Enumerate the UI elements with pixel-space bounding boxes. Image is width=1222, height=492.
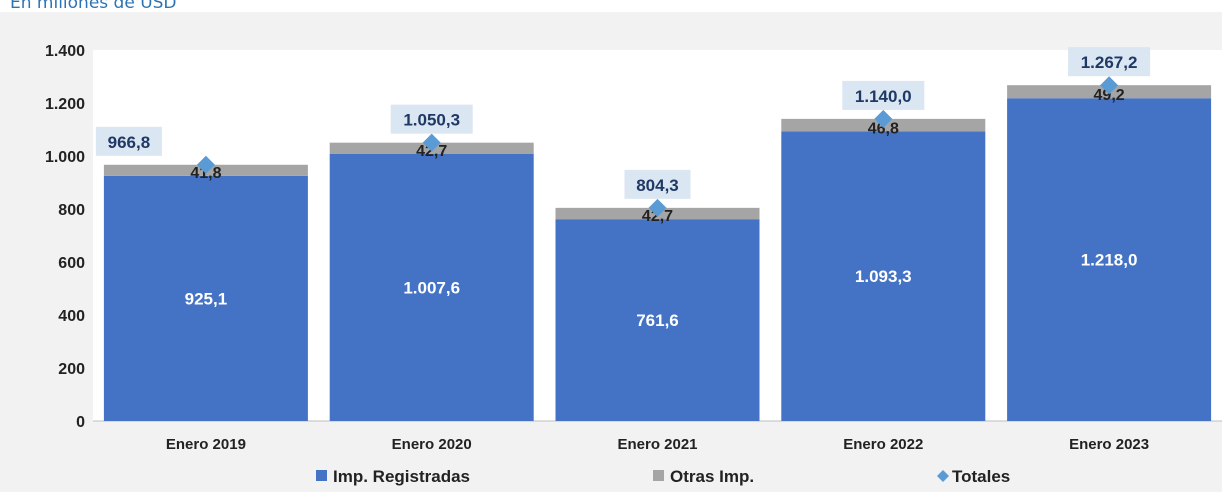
legend-label-totales: Totales: [952, 467, 1010, 486]
bar-imp-registradas: [781, 131, 986, 421]
data-label-registradas: 1.007,6: [403, 278, 460, 297]
legend-marker-totales: [937, 470, 949, 482]
y-tick-label: 1.000: [45, 149, 85, 166]
marker-total: [874, 109, 893, 128]
data-label-registradas: 925,1: [185, 289, 228, 308]
bar-imp-registradas: [1007, 98, 1212, 421]
bar-imp-registradas: [555, 219, 760, 421]
data-label-total: 966,8: [108, 133, 151, 152]
legend-label-otras: Otras Imp.: [670, 467, 754, 486]
y-tick-label: 200: [58, 361, 85, 378]
legend-label-registradas: Imp. Registradas: [333, 467, 470, 486]
data-label-registradas: 1.218,0: [1081, 251, 1138, 270]
data-label-total: 804,3: [636, 176, 679, 195]
marker-total: [648, 198, 667, 217]
legend-swatch-registradas: [316, 470, 327, 481]
x-tick-label: Enero 2022: [843, 436, 923, 453]
marker-total: [196, 155, 215, 174]
data-label-total: 1.267,2: [1081, 53, 1138, 72]
x-tick-label: Enero 2019: [166, 436, 246, 453]
legend-swatch-otras: [653, 470, 664, 481]
data-label-otras: 46,8: [868, 120, 899, 137]
y-tick-label: 1.400: [45, 43, 85, 60]
data-label-total-box: [624, 169, 691, 199]
data-label-total: 1.050,3: [403, 111, 460, 130]
data-label-otras: 49,2: [1094, 87, 1125, 104]
y-tick-label: 400: [58, 308, 85, 325]
y-tick-label: 1.200: [45, 96, 85, 113]
y-tick-label: 800: [58, 202, 85, 219]
x-tick-label: Enero 2020: [392, 436, 472, 453]
data-label-registradas: 1.093,3: [855, 267, 912, 286]
x-tick-label: Enero 2023: [1069, 436, 1149, 453]
y-tick-label: 600: [58, 255, 85, 272]
data-label-registradas: 761,6: [636, 311, 679, 330]
data-label-total-box: [842, 80, 925, 110]
marker-total: [1100, 76, 1119, 95]
y-tick-label: 0: [76, 414, 85, 431]
data-label-total-box: [390, 104, 473, 134]
data-label-total: 1.140,0: [855, 87, 912, 106]
bar-imp-registradas: [103, 175, 308, 421]
bar-imp-registradas: [329, 153, 534, 421]
data-label-total-box: [95, 126, 162, 156]
x-tick-label: Enero 2021: [617, 436, 697, 453]
marker-total: [422, 133, 441, 152]
data-label-total-box: [1068, 47, 1151, 77]
chart-subtitle: En millones de USD: [10, 0, 177, 13]
